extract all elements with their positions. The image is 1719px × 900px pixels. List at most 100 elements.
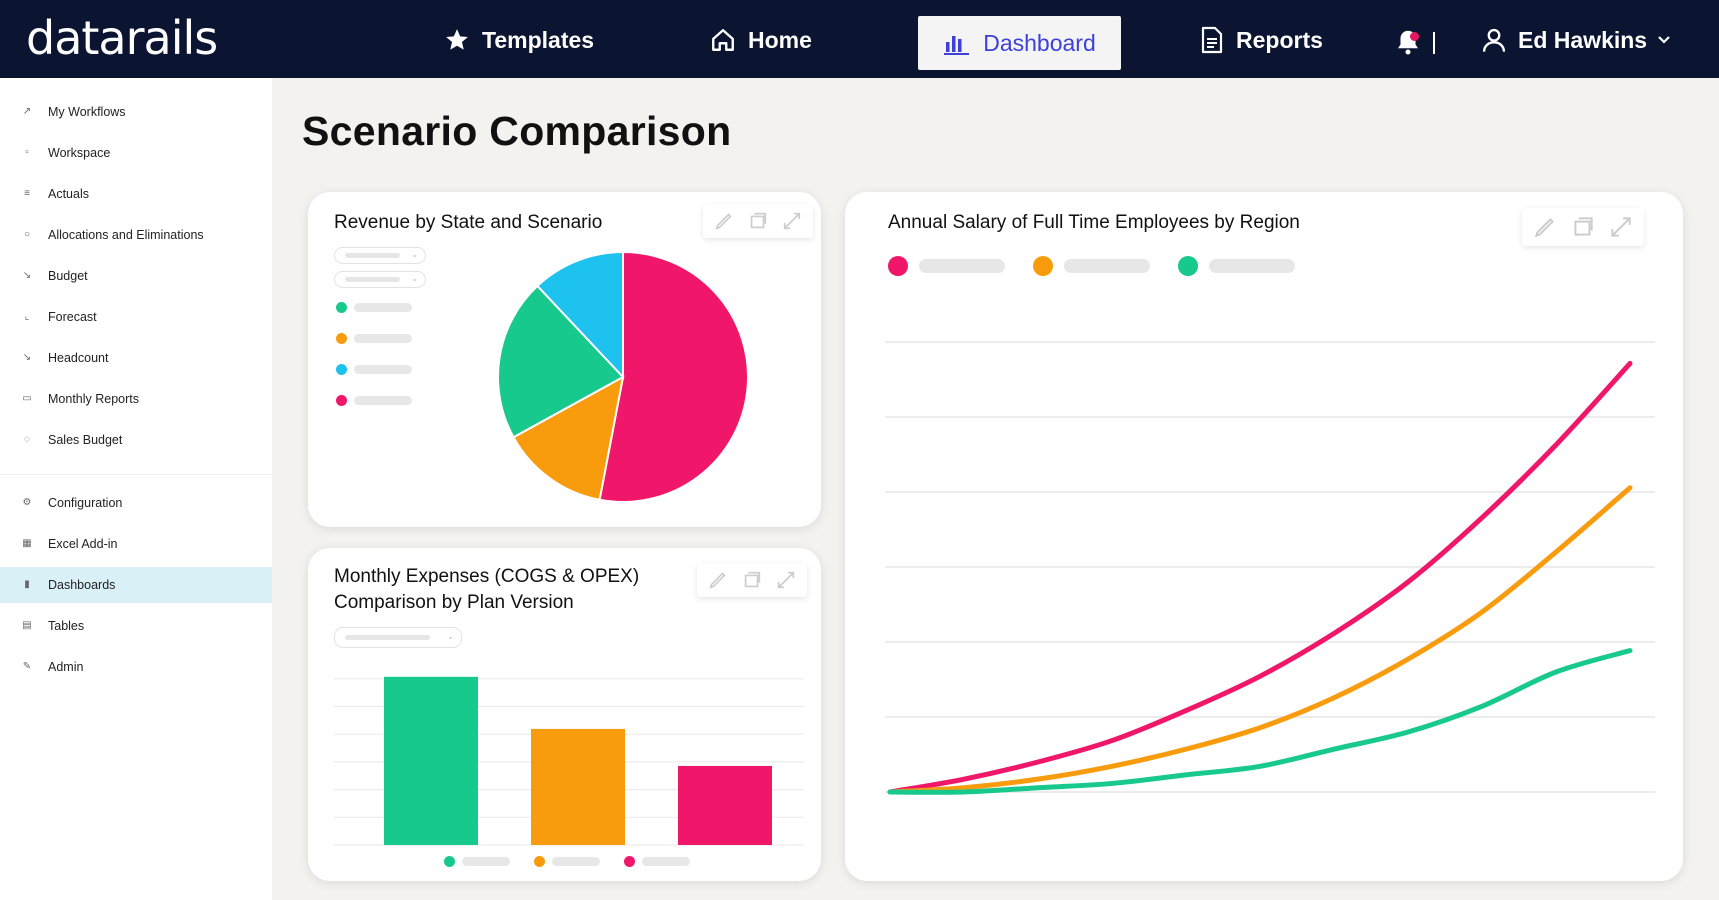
sidebar-item-workspace[interactable]: ▫ Workspace (0, 135, 272, 171)
nav-dashboard-label: Dashboard (983, 29, 1096, 56)
forecast-icon: ⌞ (24, 311, 30, 322)
expand-icon[interactable] (775, 569, 797, 591)
legend-label-placeholder (1209, 259, 1295, 273)
legend-label-placeholder (354, 365, 412, 374)
notification-badge (1410, 32, 1419, 41)
sales-icon: ◌ (24, 434, 30, 445)
line-series-0 (887, 360, 1633, 795)
bar-0 (384, 676, 478, 845)
sidebar-item-actuals[interactable]: ≡ Actuals (0, 176, 272, 212)
sidebar-item-monthly-reports[interactable]: ▭ Monthly Reports (0, 381, 272, 417)
nav-templates-label: Templates (482, 26, 595, 53)
duplicate-icon[interactable] (741, 569, 763, 591)
salary-card-toolbar (1522, 208, 1644, 246)
user-menu[interactable]: Ed Hawkins (1480, 24, 1671, 56)
line-series-1 (887, 485, 1633, 795)
excel-icon: ▦ (22, 538, 32, 549)
page-title: Scenario Comparison (302, 108, 732, 154)
sidebar-item-label: Headcount (48, 351, 109, 365)
bar-1 (531, 728, 625, 845)
duplicate-icon[interactable] (747, 210, 769, 232)
headcount-icon: ↘ (22, 352, 32, 363)
top-navigation-bar: datarails Templates Home Dashboard Repor… (0, 0, 1719, 78)
expand-icon[interactable] (781, 210, 803, 232)
salary-line-chart (885, 341, 1655, 795)
legend-dot (336, 364, 347, 375)
sidebar-item-my-workflows[interactable]: ↗ My Workflows (0, 94, 272, 130)
nav-reports-label: Reports (1236, 26, 1323, 53)
nav-dashboard[interactable]: Dashboard (918, 16, 1121, 70)
legend-dot (624, 856, 635, 867)
legend-dot (534, 856, 545, 867)
sidebar-item-allocations[interactable]: ○ Allocations and Eliminations (0, 217, 272, 253)
sidebar-item-label: Sales Budget (48, 433, 123, 447)
allocations-icon: ○ (23, 229, 31, 240)
revenue-card: Revenue by State and Scenario ⌄ ⌄ (308, 192, 821, 527)
revenue-pie-chart (497, 250, 749, 503)
nav-divider (1433, 32, 1435, 54)
sidebar-item-excel-add-in[interactable]: ▦ Excel Add-in (0, 526, 272, 562)
salary-card: Annual Salary of Full Time Employees by … (845, 192, 1683, 881)
expenses-card-title-line1: Monthly Expenses (COGS & OPEX) (334, 566, 640, 587)
legend-dot (444, 856, 455, 867)
legend-label-placeholder (354, 303, 412, 312)
edit-icon[interactable] (1532, 214, 1558, 240)
sidebar-item-tables[interactable]: ▤ Tables (0, 608, 272, 644)
workflow-icon: ↗ (22, 106, 32, 117)
duplicate-icon[interactable] (1570, 214, 1596, 240)
pie-slice-0 (598, 250, 749, 503)
sidebar: ↗ My Workflows ▫ Workspace ≡ Actuals ○ A… (0, 78, 272, 900)
legend-dot (1033, 256, 1053, 276)
nav-templates[interactable]: Templates (444, 24, 594, 56)
legend-label-placeholder (462, 857, 510, 866)
pie-slice-3 (536, 250, 624, 380)
sidebar-item-label: Budget (48, 269, 88, 283)
bar-chart-icon (944, 36, 970, 55)
nav-reports[interactable]: Reports (1200, 24, 1323, 56)
legend-label-placeholder (552, 857, 600, 866)
sidebar-item-admin[interactable]: ✎ Admin (0, 649, 272, 685)
chevron-down-icon (1658, 36, 1670, 44)
sidebar-item-label: Dashboards (48, 578, 116, 592)
legend-dot (336, 302, 347, 313)
legend-dot (336, 395, 347, 406)
workspace-icon: ▫ (25, 147, 29, 158)
legend-label-placeholder (354, 396, 412, 405)
nav-home-label: Home (748, 26, 812, 53)
edit-icon[interactable] (707, 569, 729, 591)
revenue-card-title: Revenue by State and Scenario (334, 212, 603, 233)
legend-label-placeholder (919, 259, 1005, 273)
nav-home[interactable]: Home (710, 24, 812, 56)
line-series-2 (887, 648, 1633, 795)
sidebar-item-sales-budget[interactable]: ◌ Sales Budget (0, 422, 272, 458)
document-icon (1201, 26, 1223, 54)
edit-icon[interactable] (713, 210, 735, 232)
user-name: Ed Hawkins (1518, 26, 1648, 53)
sidebar-item-headcount[interactable]: ↘ Headcount (0, 340, 272, 376)
scenario-filter-dropdown[interactable]: ⌄ (334, 247, 426, 264)
sidebar-divider (0, 474, 272, 475)
sidebar-item-budget[interactable]: ↘ Budget (0, 258, 272, 294)
legend-label-placeholder (642, 857, 690, 866)
pie-slice-1 (512, 375, 625, 501)
datarails-logo[interactable]: datarails (26, 11, 218, 65)
expenses-bar-chart (334, 676, 804, 846)
expenses-card-title-line2: Comparison by Plan Version (334, 592, 574, 613)
tables-icon: ▤ (22, 620, 32, 631)
legend-dot (336, 333, 347, 344)
actuals-icon: ≡ (24, 188, 30, 199)
sidebar-item-label: Admin (48, 660, 84, 674)
sidebar-item-label: My Workflows (48, 105, 126, 119)
sidebar-item-dashboards[interactable]: ▮ Dashboards (0, 567, 272, 603)
bar-2 (678, 765, 772, 845)
sidebar-item-forecast[interactable]: ⌞ Forecast (0, 299, 272, 335)
expand-icon[interactable] (1608, 214, 1634, 240)
expenses-card: Monthly Expenses (COGS & OPEX) Compariso… (308, 548, 821, 881)
state-filter-dropdown[interactable]: ⌄ (334, 271, 426, 288)
sidebar-item-label: Excel Add-in (48, 537, 118, 551)
sidebar-item-configuration[interactable]: ⚙ Configuration (0, 485, 272, 521)
sidebar-item-label: Configuration (48, 496, 123, 510)
notification-bell-icon[interactable] (1393, 27, 1423, 57)
revenue-card-toolbar (703, 204, 813, 238)
plan-version-dropdown[interactable]: ⌄ (334, 627, 462, 648)
